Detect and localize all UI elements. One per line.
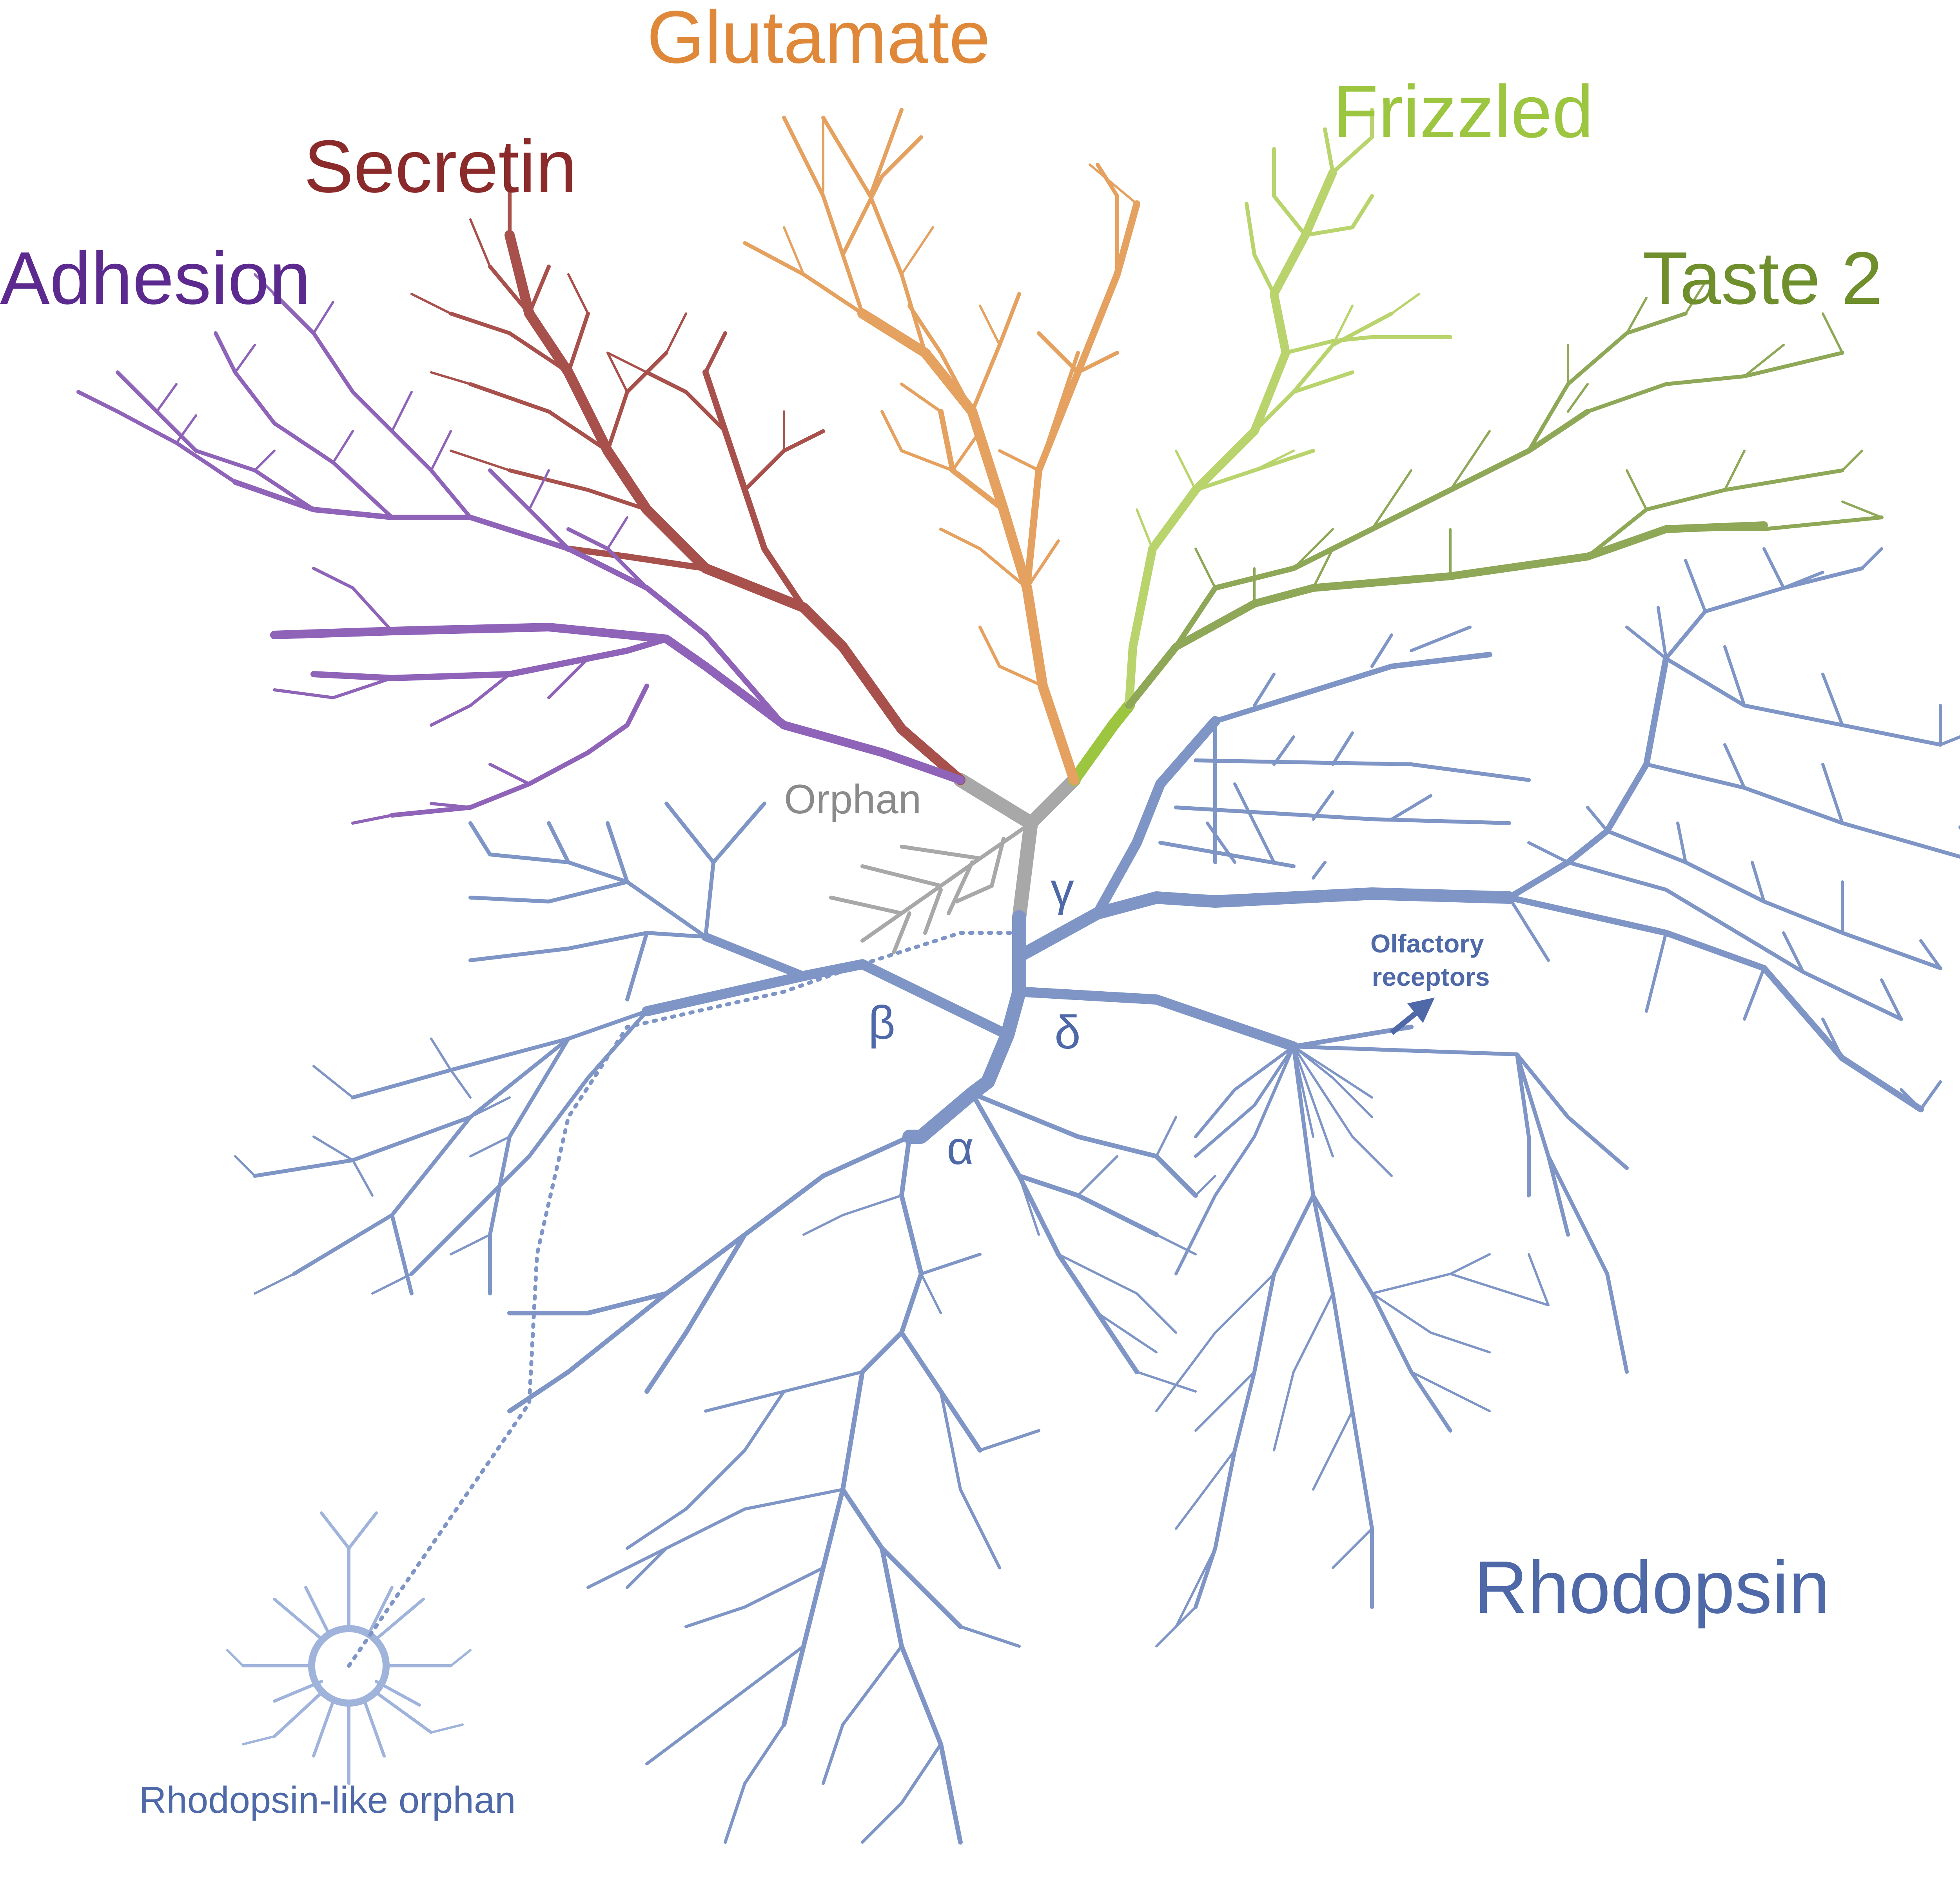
- olfactory-receptors-label: Olfactory receptors: [1370, 929, 1491, 991]
- beta-label: β: [868, 996, 895, 1049]
- delta-label: δ: [1054, 1006, 1081, 1059]
- orphan-label: Orphan: [784, 776, 921, 822]
- rhodopsin-label: Rhodopsin: [1474, 1546, 1830, 1629]
- root-core: [829, 700, 1135, 954]
- adhesion-label: Adhesion: [0, 237, 310, 320]
- glutamate-label: Glutamate: [647, 0, 991, 79]
- taste2-branch: [1125, 281, 1884, 709]
- olfactory-arrow: [1390, 998, 1435, 1035]
- glutamate-branch: [743, 108, 1140, 785]
- taste2-label: Taste 2: [1642, 237, 1883, 320]
- rhodopsin-core: [234, 547, 1960, 1845]
- secretin-branch: [410, 186, 965, 785]
- secretin-label: Secretin: [304, 125, 577, 208]
- gamma-label: γ: [1051, 863, 1074, 916]
- rhodopsin-like-orphan-cluster: [226, 1511, 472, 1785]
- dotted-connector: [347, 931, 1021, 1668]
- adhesion-branch: [76, 273, 965, 825]
- rhodopsin-like-orphan-label: Rhodopsin-like orphan: [139, 1779, 516, 1821]
- alpha-label: α: [947, 1122, 974, 1174]
- frizzled-branch: [1125, 108, 1452, 710]
- frizzled-label: Frizzled: [1333, 70, 1593, 153]
